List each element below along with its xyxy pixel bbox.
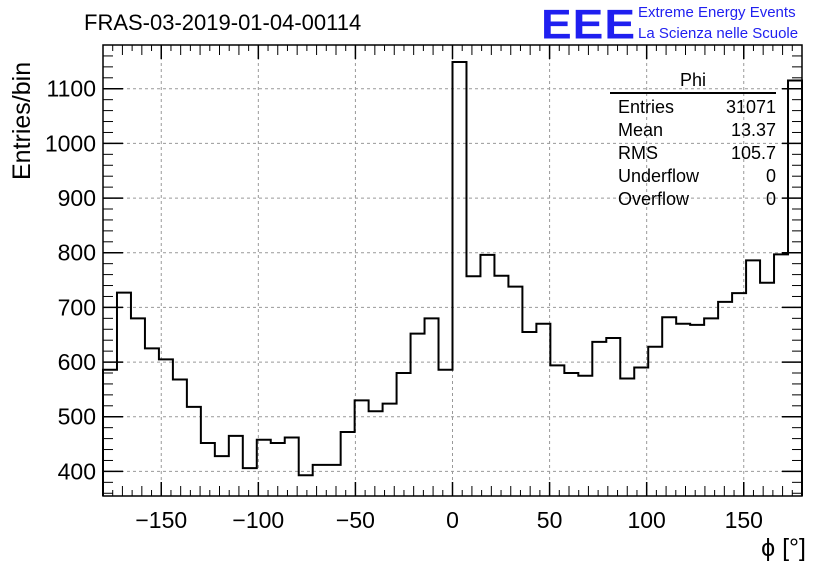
histogram-bin	[425, 318, 439, 496]
stats-value: 31071	[725, 97, 776, 117]
histogram-bin	[564, 373, 578, 496]
y-tick-label: 800	[58, 240, 96, 266]
stats-label: Mean	[618, 120, 664, 140]
histogram-bin	[397, 373, 411, 496]
histogram-bin	[480, 255, 494, 496]
histogram-outline	[102, 60, 803, 496]
histogram-bin	[439, 370, 453, 496]
histogram-bin	[117, 293, 131, 496]
histogram-bin	[718, 302, 732, 496]
y-tick-label: 1000	[45, 130, 96, 156]
axis-ticks	[103, 44, 803, 496]
stats-label: Overflow	[618, 189, 690, 209]
histogram-bin	[550, 365, 564, 496]
x-tick-label: 100	[627, 507, 665, 533]
histogram-bin	[159, 359, 173, 496]
y-tick-label: 1100	[47, 76, 96, 102]
stats-row-overflow: Overflow 0	[610, 188, 776, 211]
histogram-bin	[327, 465, 341, 496]
histogram-bin	[746, 260, 760, 496]
histogram-bin	[592, 342, 606, 496]
y-tick-label: 400	[58, 458, 96, 484]
histogram-bin	[690, 325, 704, 496]
histogram-bin	[131, 318, 145, 496]
stats-row-underflow: Underflow 0	[610, 165, 776, 188]
histogram-bin	[466, 276, 480, 496]
stats-label: RMS	[618, 143, 658, 163]
stats-label: Entries	[618, 97, 675, 117]
y-axis-label: Entries/bin	[8, 61, 36, 180]
logo-line-2: La Scienza nelle Scuole	[638, 25, 799, 42]
histogram-bin	[369, 411, 383, 496]
histogram-bin	[103, 370, 117, 496]
histogram-bin	[620, 378, 634, 496]
histogram-bin	[704, 318, 718, 496]
histogram-bin	[383, 404, 397, 496]
y-tick-label: 700	[58, 294, 96, 320]
stats-row-rms: RMS 105.7	[610, 142, 776, 165]
chart-title: FRAS-03-2019-01-04-00114	[84, 10, 362, 35]
histogram-bin	[662, 317, 676, 496]
y-tick-label: 900	[58, 185, 96, 211]
eee-logo-mark: EEE	[541, 0, 637, 48]
histogram-bin	[494, 276, 508, 496]
x-tick-label: 150	[725, 507, 763, 533]
histogram-bin	[215, 456, 229, 496]
stats-row-entries: Entries 31071	[610, 96, 776, 119]
histogram-bin	[355, 400, 369, 496]
stats-box: Phi Entries 31071 Mean 13.37 RMS 105.7 U…	[610, 70, 776, 211]
histogram-bin	[341, 432, 355, 496]
histogram-bin	[774, 254, 788, 496]
y-tick-label: 600	[58, 349, 96, 375]
histogram-bin	[285, 438, 299, 496]
histogram-bin	[634, 368, 648, 496]
stats-value: 0	[765, 166, 776, 186]
stats-box-name: Phi	[610, 70, 776, 94]
x-axis-label: ϕ [°]	[761, 534, 806, 562]
histogram-bin	[187, 407, 201, 496]
histogram-bin	[201, 443, 215, 496]
y-tick-label: 500	[58, 404, 96, 430]
x-tick-label: −150	[135, 507, 187, 533]
x-tick-label: −100	[232, 507, 284, 533]
histogram-bin	[760, 283, 774, 496]
histogram-bin	[299, 475, 313, 496]
stats-row-mean: Mean 13.37	[610, 119, 776, 142]
x-tick-label: −50	[336, 507, 375, 533]
histogram-bin	[229, 436, 243, 496]
histogram-bin	[508, 287, 522, 496]
histogram-bin	[536, 324, 550, 496]
histogram-bin	[173, 380, 187, 496]
x-tick-label: 0	[446, 507, 459, 533]
plot-frame	[102, 44, 803, 497]
logo-line-1: Extreme Energy Events	[638, 4, 796, 21]
histogram-bin	[676, 324, 690, 496]
histogram-bin	[578, 376, 592, 496]
stats-value: 0	[765, 189, 776, 209]
stats-label: Underflow	[618, 166, 700, 186]
histogram-bin	[313, 465, 327, 496]
stats-value: 13.37	[730, 120, 776, 140]
histogram-bin	[648, 347, 662, 496]
histogram-bin	[145, 348, 159, 496]
histogram-bin	[243, 468, 257, 496]
tick-labels: −150 −100 −50 0 50 100 150 400 500 600 700 800 900 10…	[45, 76, 763, 533]
stats-value: 105.7	[730, 143, 776, 163]
histogram-bin	[453, 62, 467, 496]
x-tick-label: 50	[537, 507, 563, 533]
